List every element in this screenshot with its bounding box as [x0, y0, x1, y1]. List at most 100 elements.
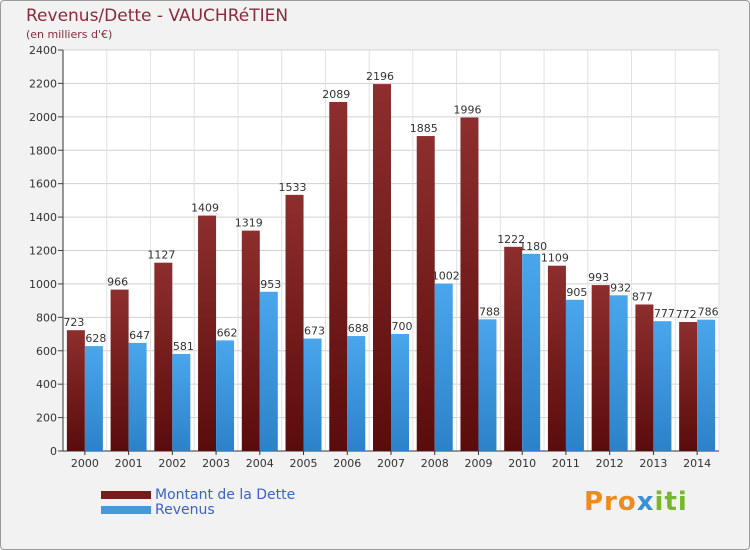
x-tick-label: 2010 — [508, 457, 536, 470]
bar-debt — [591, 285, 610, 451]
bar-revenus — [609, 295, 628, 451]
bar-revenus — [565, 299, 584, 451]
bar-revenus — [347, 336, 366, 451]
data-label-debt: 1533 — [279, 181, 307, 194]
y-tick-label: 1600 — [29, 178, 57, 191]
legend-item-debt: Montant de la Dette — [101, 487, 295, 503]
bar-revenus — [522, 253, 541, 451]
bar-revenus — [128, 342, 147, 451]
data-label-revenus: 688 — [348, 322, 369, 335]
x-tick-label: 2003 — [202, 457, 230, 470]
x-tick-label: 2002 — [158, 457, 186, 470]
bar-debt — [198, 215, 217, 451]
bar-debt — [460, 117, 479, 452]
bar-revenus — [478, 319, 497, 451]
bar-revenus — [434, 283, 453, 451]
y-tick-label: 1200 — [29, 245, 57, 258]
y-tick-label: 1800 — [29, 144, 57, 157]
x-tick-label: 2011 — [552, 457, 580, 470]
logo-part-2: x — [636, 487, 655, 517]
data-label-debt: 877 — [632, 290, 653, 303]
data-label-revenus: 786 — [698, 306, 719, 319]
bar-debt — [154, 262, 173, 451]
data-label-debt: 1319 — [235, 217, 263, 230]
bar-revenus — [303, 338, 322, 451]
bar-debt — [241, 230, 260, 451]
bar-debt — [329, 101, 348, 451]
data-label-revenus: 700 — [392, 320, 413, 333]
y-tick-label: 2400 — [29, 44, 57, 57]
x-tick-label: 2008 — [421, 457, 449, 470]
y-tick-label: 2000 — [29, 111, 57, 124]
bar-revenus — [653, 321, 672, 451]
bar-revenus — [697, 319, 716, 451]
bar-debt — [285, 194, 304, 451]
data-label-revenus: 953 — [260, 278, 281, 291]
data-label-debt: 1885 — [410, 122, 438, 135]
bar-debt — [679, 322, 698, 451]
legend-swatch-revenus — [101, 506, 151, 514]
data-label-revenus: 673 — [304, 325, 325, 338]
data-label-debt: 1996 — [453, 104, 481, 117]
x-tick-label: 2005 — [290, 457, 318, 470]
legend-label-debt: Montant de la Dette — [155, 487, 296, 503]
data-label-revenus: 662 — [217, 326, 238, 339]
data-label-debt: 772 — [676, 308, 697, 321]
bar-revenus — [259, 291, 278, 451]
data-label-debt: 1109 — [541, 252, 569, 265]
data-label-revenus: 1180 — [519, 240, 547, 253]
x-tick-label: 2014 — [683, 457, 711, 470]
y-tick-label: 2200 — [29, 77, 57, 90]
data-label-revenus: 788 — [479, 305, 500, 318]
y-tick-label: 0 — [50, 445, 57, 458]
data-label-debt: 1222 — [497, 233, 525, 246]
bar-debt — [547, 265, 566, 451]
data-label-revenus: 905 — [566, 286, 587, 299]
bar-revenus — [172, 353, 191, 451]
bar-debt — [373, 84, 391, 452]
x-tick-label: 2006 — [333, 457, 361, 470]
bar-debt — [416, 136, 435, 451]
data-label-debt: 2196 — [366, 70, 394, 83]
data-label-revenus: 581 — [173, 340, 194, 353]
bar-revenus — [391, 334, 409, 451]
data-label-revenus: 628 — [85, 332, 106, 345]
bar-revenus — [84, 346, 103, 451]
y-tick-label: 1400 — [29, 211, 57, 224]
data-label-debt: 723 — [63, 316, 84, 329]
bar-debt — [110, 289, 129, 451]
y-tick-label: 800 — [36, 311, 57, 324]
x-tick-label: 2013 — [639, 457, 667, 470]
legend-swatch-debt — [101, 491, 151, 499]
x-tick-label: 2007 — [377, 457, 405, 470]
data-label-revenus: 1002 — [432, 270, 460, 283]
data-label-revenus: 777 — [654, 307, 675, 320]
legend-label-revenus: Revenus — [155, 502, 215, 518]
y-tick-label: 200 — [36, 412, 57, 425]
data-label-debt: 2089 — [322, 88, 350, 101]
y-tick-label: 400 — [36, 378, 57, 391]
proxiti-logo: Proxiti — [584, 487, 688, 517]
x-tick-label: 2004 — [246, 457, 274, 470]
logo-part-1: Pro — [584, 487, 637, 517]
y-tick-label: 1000 — [29, 278, 57, 291]
data-label-debt: 1409 — [191, 202, 219, 215]
data-label-debt: 966 — [107, 276, 128, 289]
bar-revenus — [216, 340, 235, 451]
data-label-debt: 1127 — [147, 249, 175, 262]
data-label-debt: 993 — [588, 271, 609, 284]
logo-part-3: iti — [654, 487, 688, 517]
x-tick-label: 2000 — [71, 457, 99, 470]
data-label-revenus: 932 — [610, 281, 631, 294]
bar-debt — [635, 304, 654, 451]
data-label-revenus: 647 — [129, 329, 150, 342]
bar-debt — [504, 246, 523, 451]
bar-debt — [66, 330, 85, 451]
x-tick-label: 2009 — [464, 457, 492, 470]
legend-item-revenus: Revenus — [101, 502, 215, 518]
x-tick-label: 2012 — [596, 457, 624, 470]
chart-subtitle: (en milliers d'€) — [26, 28, 113, 41]
x-tick-label: 2001 — [115, 457, 143, 470]
